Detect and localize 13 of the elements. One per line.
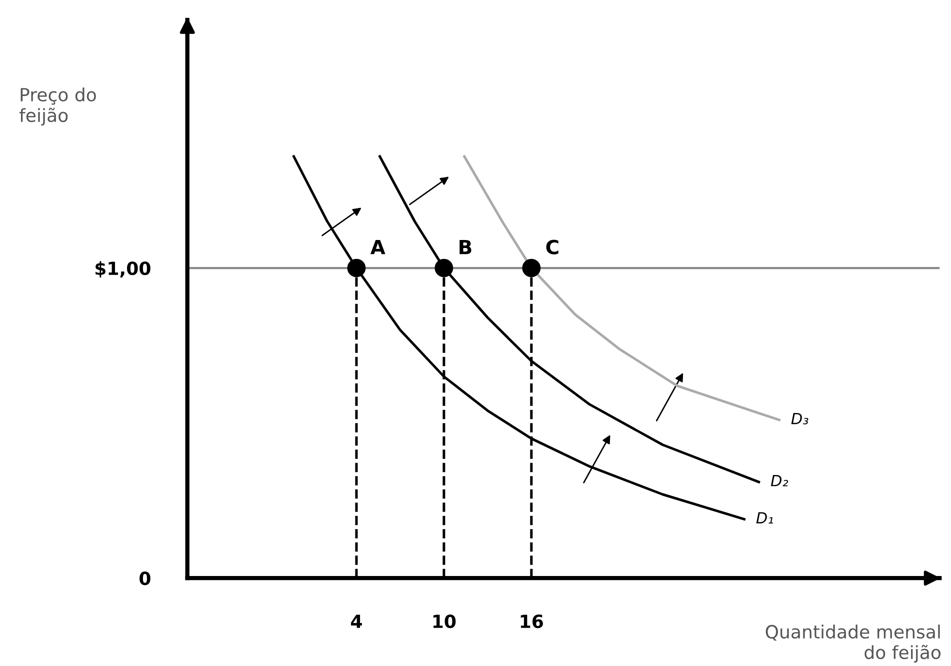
annotation: A xyxy=(370,240,386,254)
y-axis-title: Preço do feijão xyxy=(19,88,96,126)
x-tick-label: 10 xyxy=(433,614,456,628)
annotation: C xyxy=(546,240,558,254)
series-label: D₁ xyxy=(756,512,773,524)
series-label: D₃ xyxy=(791,413,808,424)
x-axis-title: Quantidade mensal do feijão xyxy=(766,624,940,663)
series-label: D₂ xyxy=(770,475,788,486)
y-tick-label: $1,00 xyxy=(96,261,150,278)
annotation: B xyxy=(460,240,472,254)
x-tick-label: 16 xyxy=(520,614,543,628)
x-tick-label: 4 xyxy=(350,614,362,628)
y-tick-label: 0 xyxy=(140,572,150,586)
